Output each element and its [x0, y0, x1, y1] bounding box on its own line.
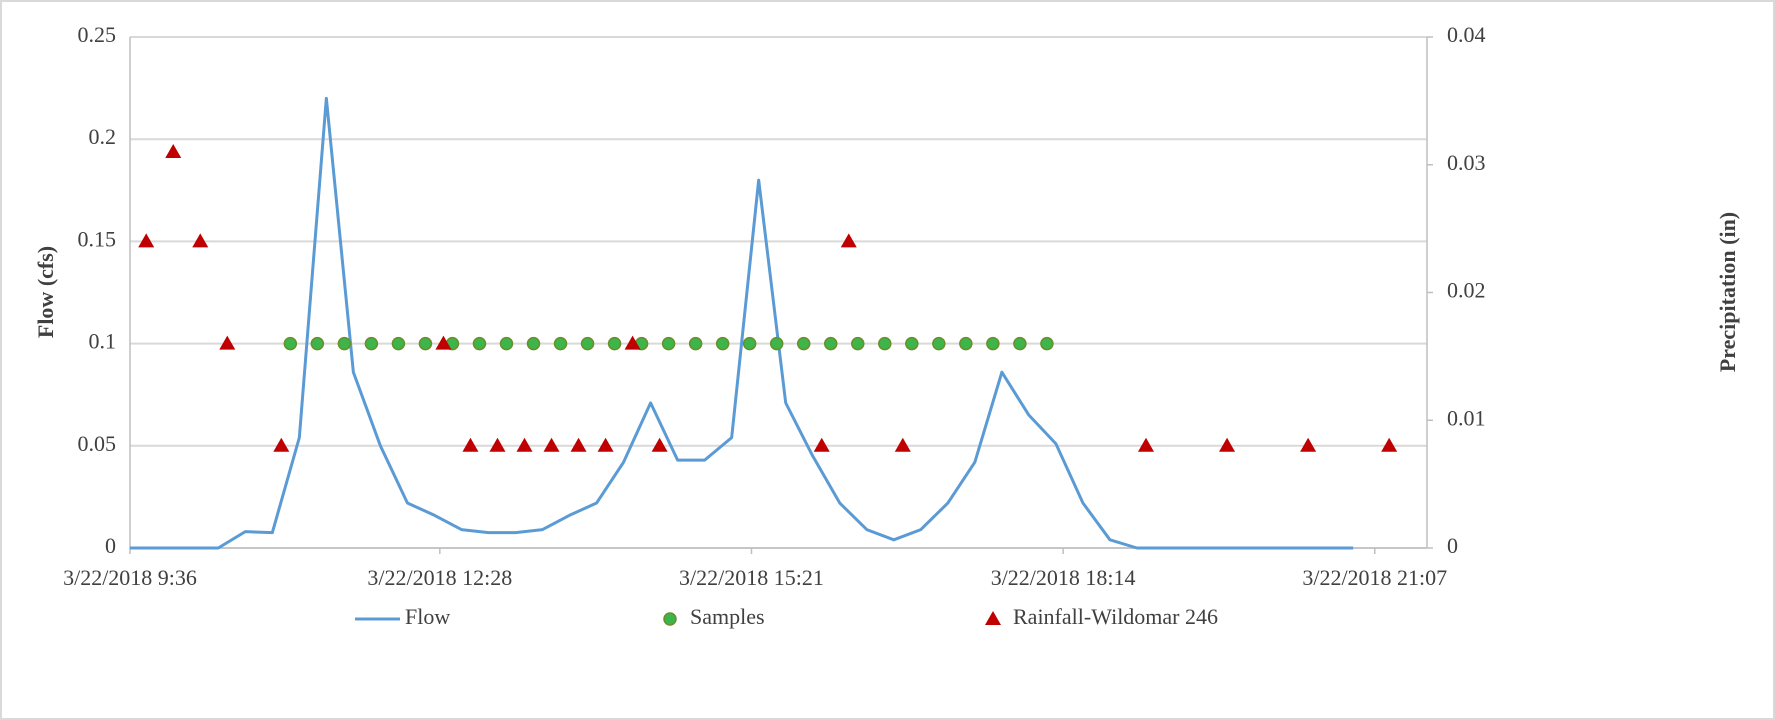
- rain-marker: [1381, 437, 1398, 452]
- x-tick-label: 3/22/2018 15:21: [679, 565, 824, 590]
- sample-marker: [851, 336, 865, 351]
- rain-marker: [273, 437, 290, 452]
- rain-marker: [489, 437, 506, 452]
- rain-marker: [1137, 437, 1154, 452]
- rain-marker: [597, 437, 614, 452]
- sample-marker: [499, 336, 514, 351]
- y-tick-label: 0.05: [78, 431, 117, 456]
- y-tick-label: 0.25: [78, 22, 117, 47]
- sample-marker: [742, 336, 757, 351]
- y-tick-label: 0.1: [89, 329, 117, 354]
- sample-marker: [553, 336, 568, 351]
- x-tick-label: 3/22/2018 12:28: [367, 565, 512, 590]
- sample-marker: [796, 336, 811, 351]
- sample-marker: [823, 336, 838, 351]
- rain-marker: [1300, 437, 1317, 452]
- sample-marker: [1013, 336, 1027, 351]
- sample-marker: [986, 336, 1000, 351]
- rain-marker: [894, 437, 911, 452]
- rain-marker: [435, 335, 452, 350]
- y2-tick-label: 0: [1447, 533, 1458, 558]
- y2-axis-title: Precipitation (in): [1715, 212, 1740, 372]
- sample-marker: [310, 336, 325, 351]
- sample-marker: [661, 336, 676, 351]
- sample-marker: [364, 336, 379, 351]
- legend-swatch: [663, 612, 677, 626]
- sample-marker: [526, 336, 541, 351]
- rain-marker: [840, 233, 857, 248]
- y2-tick-label: 0.02: [1447, 278, 1486, 303]
- rain-marker: [570, 437, 587, 452]
- sample-marker: [878, 336, 892, 351]
- y2-tick-label: 0.03: [1447, 150, 1486, 175]
- rain-marker: [651, 437, 668, 452]
- sample-marker: [391, 336, 406, 351]
- x-tick-label: 3/22/2018 18:14: [991, 565, 1136, 590]
- sample-marker: [769, 336, 784, 351]
- legend-label: Flow: [405, 604, 450, 629]
- sample-marker: [932, 336, 946, 351]
- sample-marker: [283, 336, 298, 351]
- sample-marker: [418, 336, 433, 351]
- rain-marker: [813, 437, 830, 452]
- flow-line: [130, 96, 1354, 550]
- sample-marker: [607, 336, 622, 351]
- sample-marker: [959, 336, 973, 351]
- y2-tick-label: 0.01: [1447, 405, 1486, 430]
- y2-tick-label: 0.04: [1447, 22, 1486, 47]
- rain-marker: [1219, 437, 1236, 452]
- legend-label: Rainfall-Wildomar 246: [1013, 604, 1218, 629]
- y-tick-label: 0: [105, 533, 116, 558]
- legend-swatch: [985, 611, 1001, 625]
- legend-label: Samples: [690, 604, 765, 629]
- sample-marker: [1040, 336, 1054, 351]
- rain-marker: [192, 233, 209, 248]
- y-tick-label: 0.15: [78, 226, 117, 251]
- sample-marker: [580, 336, 595, 351]
- sample-marker: [688, 336, 703, 351]
- sample-marker: [715, 336, 730, 351]
- x-tick-label: 3/22/2018 9:36: [63, 565, 197, 590]
- rain-marker: [516, 437, 533, 452]
- rain-marker: [543, 437, 560, 452]
- rain-marker: [138, 233, 155, 248]
- rain-marker: [219, 335, 236, 350]
- x-tick-label: 3/22/2018 21:07: [1302, 565, 1447, 590]
- sample-marker: [472, 336, 487, 351]
- rain-marker: [624, 335, 641, 350]
- sample-marker: [337, 336, 352, 351]
- rain-marker: [462, 437, 479, 452]
- y-tick-label: 0.2: [89, 124, 117, 149]
- y-axis-title: Flow (cfs): [33, 246, 58, 338]
- rain-marker: [165, 143, 182, 158]
- sample-marker: [905, 336, 919, 351]
